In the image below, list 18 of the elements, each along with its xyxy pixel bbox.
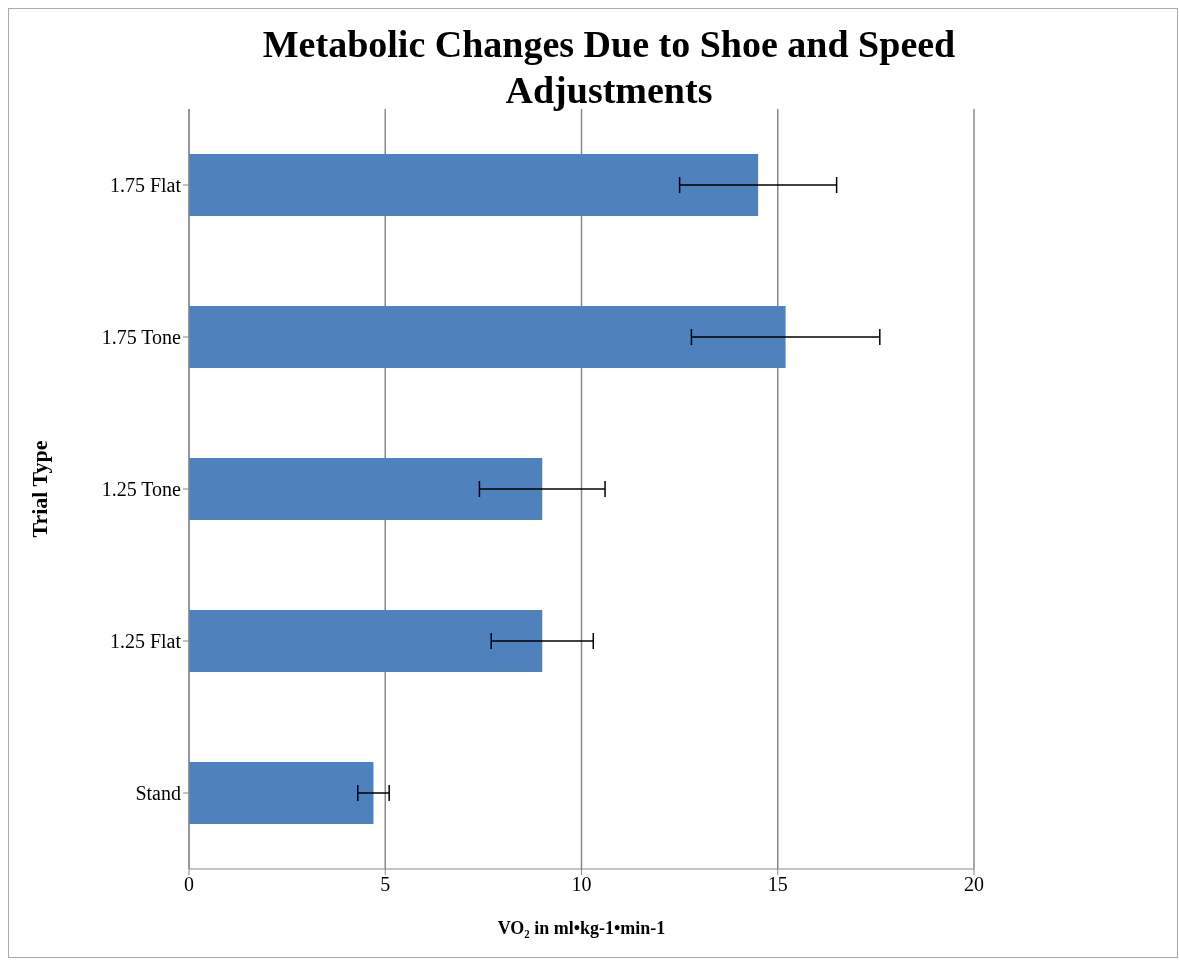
bar bbox=[189, 610, 543, 672]
bar bbox=[189, 762, 374, 824]
y-tick-label: 1.75 Flat bbox=[109, 174, 182, 197]
y-tick-label: 1.25 Flat bbox=[109, 630, 182, 653]
bar bbox=[189, 458, 543, 520]
chart-title: Metabolic Changes Due to Shoe and Speed Adjustments bbox=[261, 22, 957, 113]
bar bbox=[189, 154, 759, 216]
x-axis-title: VO₂ in ml•kg-1•min-1 bbox=[497, 918, 666, 938]
x-tick-label: 0 bbox=[184, 873, 194, 896]
x-tick-label: 10 bbox=[571, 873, 592, 896]
x-tick-label: 5 bbox=[380, 873, 391, 896]
y-axis-title: Trial Type bbox=[26, 440, 52, 538]
bar bbox=[189, 306, 786, 368]
y-tick-label: 1.75 Tone bbox=[101, 326, 182, 349]
y-tick-label: 1.25 Tone bbox=[101, 478, 182, 501]
x-tick-label: 20 bbox=[964, 873, 984, 896]
x-tick-label: 15 bbox=[767, 873, 788, 896]
y-tick-label: Stand bbox=[135, 782, 181, 805]
